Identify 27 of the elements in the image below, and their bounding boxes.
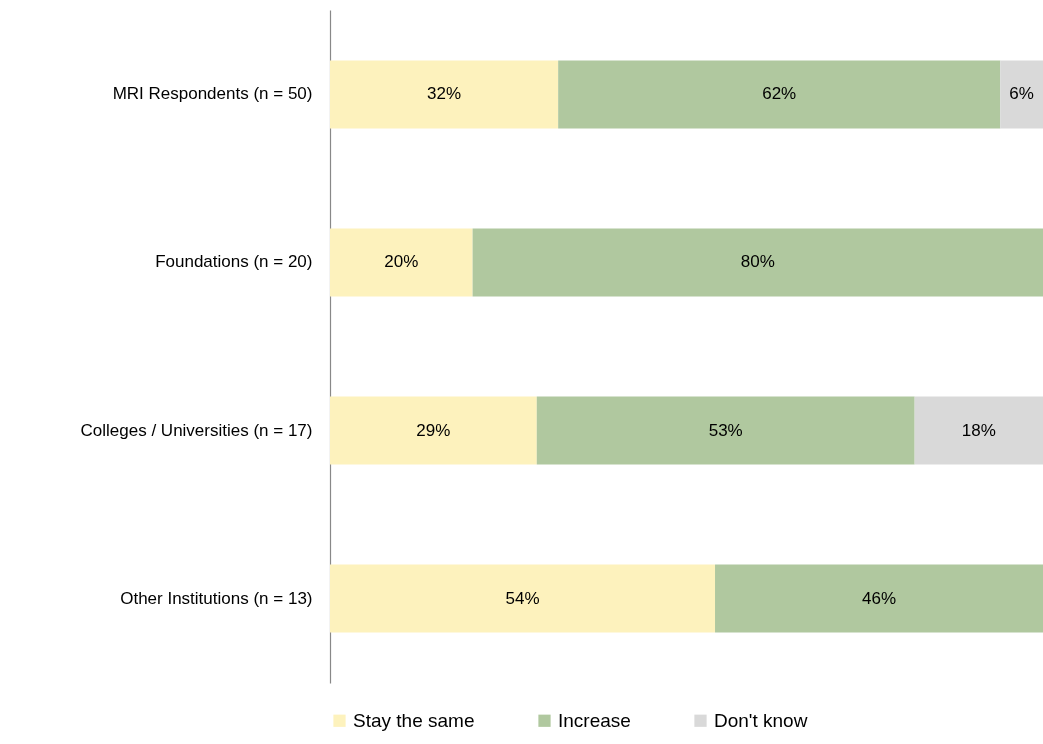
bar [914,396,1043,465]
data-label: 29% [416,420,451,440]
bar [536,396,915,465]
legend-label: Increase [558,709,631,731]
data-label: 20% [384,252,419,272]
bar [558,60,1001,129]
y-tick-label: Colleges / Universities (n = 17) [80,420,313,440]
data-label: 18% [961,420,996,440]
data-label: 32% [427,84,462,104]
data-label: 6% [1009,84,1034,104]
bar [330,396,537,465]
legend-label: Stay the same [353,709,475,731]
data-label: 53% [708,420,743,440]
y-tick-label: MRI Respondents (n = 50) [112,84,313,104]
bar [330,228,473,297]
bar [1000,60,1043,129]
bar [330,60,559,129]
bar [330,564,716,633]
legend-label: Don't know [714,709,808,731]
bar [472,228,1043,297]
data-label: 46% [861,588,897,608]
y-tick-label: Other Institutions (n = 13) [120,588,313,608]
y-tick-label: Foundations (n = 20) [155,252,313,272]
data-label: 54% [505,588,540,608]
data-label: 62% [762,84,797,104]
bar [715,564,1043,633]
data-label: 80% [740,252,775,272]
